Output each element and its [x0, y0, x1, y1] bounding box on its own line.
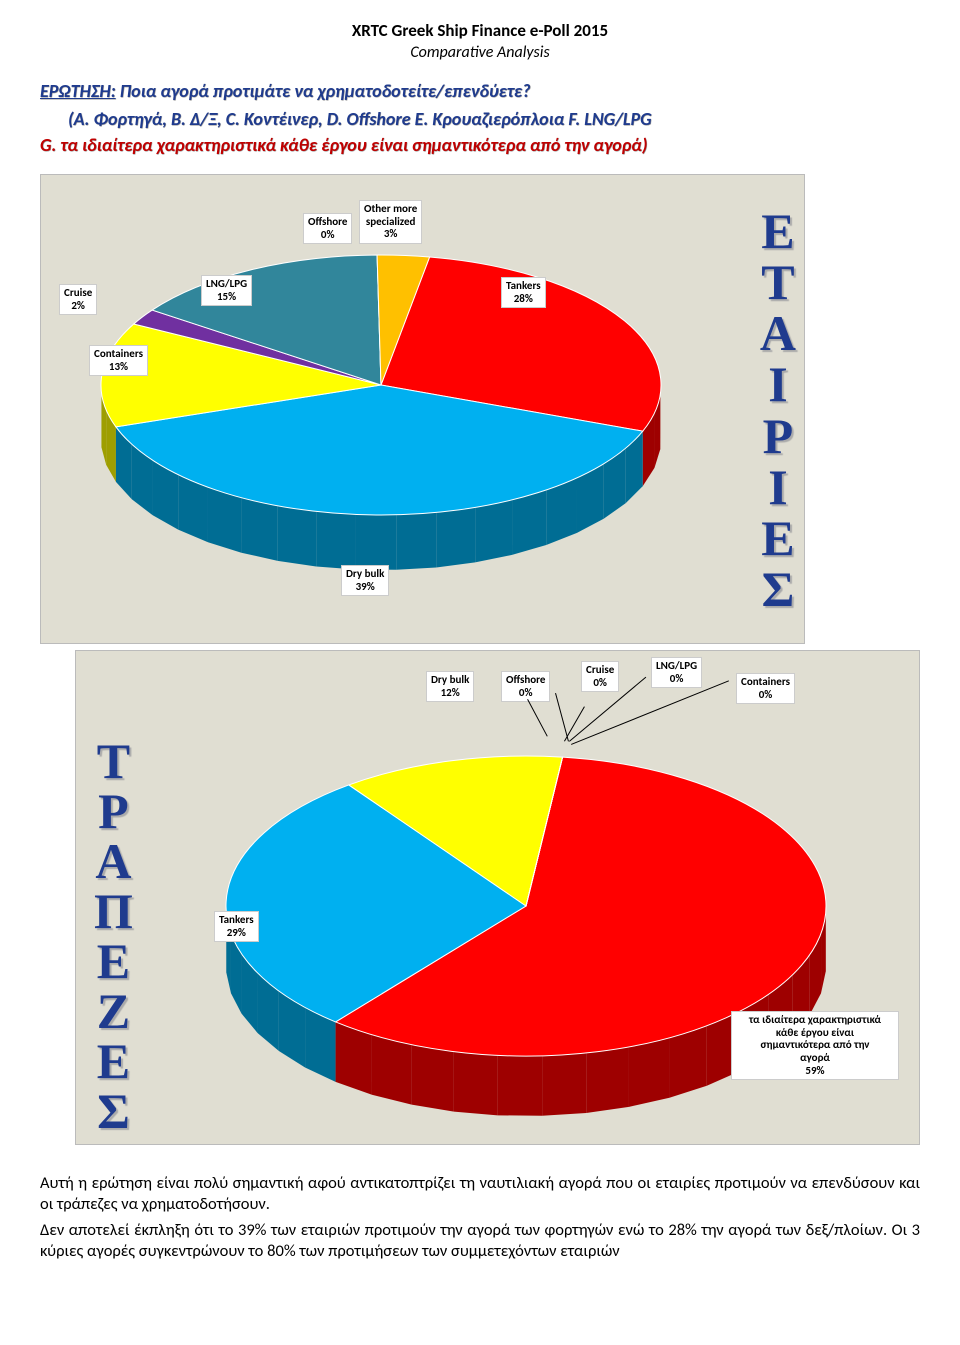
- doc-title: XRTC Greek Ship Finance e-Poll 2015: [40, 20, 920, 41]
- question-line: ΕΡΩΤΗΣΗ: Ποια αγορά προτιμάτε να χρηματο…: [40, 80, 920, 102]
- chart1-label-drybulk: Dry bulk39%: [341, 565, 389, 596]
- body-para-2: Δεν αποτελεί έκπληξη ότι το 39% των εται…: [40, 1220, 920, 1261]
- chart1-label-other: Other morespecialized3%: [359, 200, 422, 244]
- chart2-label-cruise: Cruise0%: [581, 661, 619, 692]
- chart1-label-offshore: Offshore0%: [303, 213, 352, 244]
- chart1-label-lnglpg: LNG/LPG15%: [201, 275, 252, 306]
- options-line-1: (A. Φορτηγά, B. Δ/Ξ, C. Κοντέινερ, D. Of…: [40, 108, 920, 130]
- chart-banks: ΤΡΑΠΕΖΕΣ Dry bulk12% Offshore0% Cruise0%…: [75, 650, 920, 1145]
- chart2-label-offshore: Offshore0%: [501, 671, 550, 702]
- chart2-label-char: τα ιδιαίτερα χαρακτηριστικάκάθε έργου εί…: [731, 1011, 899, 1080]
- chart2-label-lnglpg: LNG/LPG0%: [651, 657, 702, 688]
- chart1-label-tankers: Tankers28%: [501, 277, 546, 308]
- options-line-2: G. τα ιδιαίτερα χαρακτηριστικά κάθε έργο…: [40, 134, 920, 156]
- question-text: Ποια αγορά προτιμάτε να χρηματοδοτείτε/ε…: [116, 80, 531, 102]
- chart1-label-containers: Containers13%: [89, 345, 148, 376]
- chart1-label-cruise: Cruise2%: [59, 284, 97, 315]
- chart-companies: ΕΤΑΙΡΙΕΣ Tankers28% Dry bulk39% Containe…: [40, 174, 805, 644]
- question-label: ΕΡΩΤΗΣΗ:: [40, 80, 116, 102]
- chart2-label-drybulk: Dry bulk12%: [426, 671, 474, 702]
- body-para-1: Αυτή η ερώτηση είναι πολύ σημαντική αφού…: [40, 1173, 920, 1214]
- side-label-companies: ΕΤΑΙΡΙΕΣ: [760, 205, 796, 615]
- doc-subtitle: Comparative Analysis: [40, 43, 920, 62]
- side-label-banks: ΤΡΑΠΕΖΕΣ: [94, 736, 133, 1131]
- chart2-label-containers: Containers0%: [736, 673, 795, 704]
- chart2-label-tankers: Tankers29%: [214, 911, 259, 942]
